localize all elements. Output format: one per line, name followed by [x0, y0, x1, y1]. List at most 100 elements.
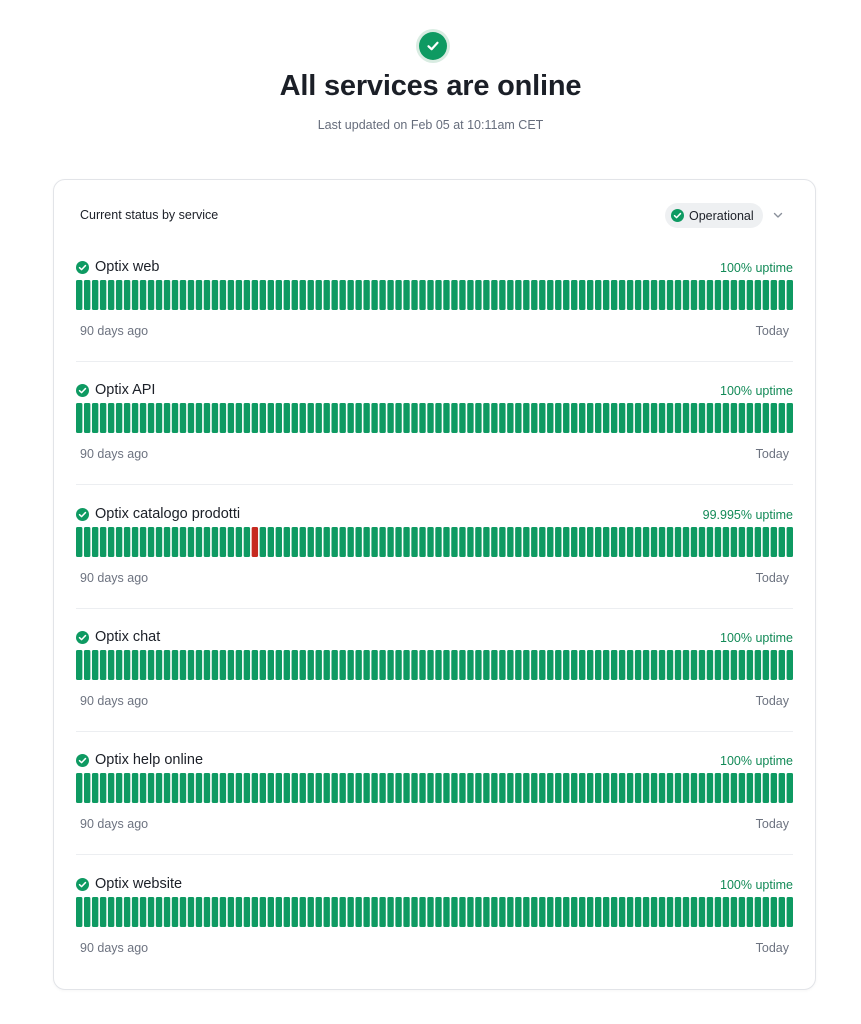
uptime-day[interactable] — [203, 527, 211, 557]
uptime-day[interactable] — [147, 897, 155, 927]
uptime-day[interactable] — [179, 773, 187, 803]
uptime-day[interactable] — [227, 897, 235, 927]
uptime-day[interactable] — [379, 773, 386, 803]
uptime-day[interactable] — [195, 897, 203, 927]
uptime-day[interactable] — [99, 773, 107, 803]
uptime-day[interactable] — [435, 650, 442, 680]
uptime-day[interactable] — [283, 527, 290, 557]
uptime-day[interactable] — [634, 773, 642, 803]
uptime-day[interactable] — [323, 403, 330, 433]
uptime-day[interactable] — [163, 280, 171, 310]
uptime-day[interactable] — [299, 773, 306, 803]
uptime-day[interactable] — [451, 280, 458, 310]
uptime-day[interactable] — [491, 527, 498, 557]
uptime-day[interactable] — [107, 650, 115, 680]
uptime-day[interactable] — [642, 650, 650, 680]
uptime-day[interactable] — [411, 280, 418, 310]
uptime-day[interactable] — [171, 773, 179, 803]
uptime-day[interactable] — [626, 773, 634, 803]
uptime-day[interactable] — [131, 897, 139, 927]
uptime-day[interactable] — [211, 773, 219, 803]
uptime-day[interactable] — [738, 773, 746, 803]
uptime-day[interactable] — [618, 280, 626, 310]
uptime-day[interactable] — [219, 650, 227, 680]
uptime-day[interactable] — [515, 527, 522, 557]
uptime-day[interactable] — [76, 280, 83, 310]
uptime-day[interactable] — [203, 897, 211, 927]
uptime-day[interactable] — [195, 650, 203, 680]
uptime-day[interactable] — [195, 773, 203, 803]
uptime-day[interactable] — [371, 897, 378, 927]
uptime-day[interactable] — [315, 280, 322, 310]
uptime-day[interactable] — [443, 897, 450, 927]
uptime-day[interactable] — [427, 527, 434, 557]
uptime-day[interactable] — [99, 403, 107, 433]
uptime-day[interactable] — [187, 773, 195, 803]
uptime-day[interactable] — [435, 280, 442, 310]
uptime-day[interactable] — [131, 403, 139, 433]
uptime-day[interactable] — [467, 280, 474, 310]
uptime-day[interactable] — [698, 650, 706, 680]
uptime-day[interactable] — [682, 897, 690, 927]
uptime-day[interactable] — [682, 773, 690, 803]
uptime-day-incident[interactable] — [251, 527, 259, 557]
uptime-day[interactable] — [762, 650, 770, 680]
uptime-day[interactable] — [674, 897, 682, 927]
uptime-day[interactable] — [786, 527, 793, 557]
uptime-day[interactable] — [499, 280, 506, 310]
uptime-day[interactable] — [259, 280, 267, 310]
uptime-day[interactable] — [435, 897, 442, 927]
uptime-day[interactable] — [618, 897, 626, 927]
uptime-day[interactable] — [83, 897, 91, 927]
uptime-day[interactable] — [427, 403, 434, 433]
uptime-day[interactable] — [539, 650, 546, 680]
uptime-day[interactable] — [99, 650, 107, 680]
uptime-day[interactable] — [123, 527, 131, 557]
uptime-day[interactable] — [507, 527, 514, 557]
uptime-day[interactable] — [371, 773, 378, 803]
uptime-day[interactable] — [682, 650, 690, 680]
uptime-day[interactable] — [139, 897, 147, 927]
uptime-day[interactable] — [299, 650, 306, 680]
uptime-day[interactable] — [155, 527, 163, 557]
uptime-day[interactable] — [698, 897, 706, 927]
uptime-day[interactable] — [602, 280, 610, 310]
uptime-day[interactable] — [770, 897, 778, 927]
uptime-day[interactable] — [259, 403, 267, 433]
uptime-day[interactable] — [451, 650, 458, 680]
uptime-day[interactable] — [235, 280, 243, 310]
uptime-day[interactable] — [355, 280, 362, 310]
uptime-day[interactable] — [579, 773, 586, 803]
uptime-day[interactable] — [730, 280, 738, 310]
uptime-day[interactable] — [658, 773, 666, 803]
uptime-day[interactable] — [762, 897, 770, 927]
uptime-day[interactable] — [722, 773, 730, 803]
uptime-day[interactable] — [467, 403, 474, 433]
uptime-day[interactable] — [650, 280, 658, 310]
uptime-day[interactable] — [563, 897, 570, 927]
uptime-day[interactable] — [770, 773, 778, 803]
uptime-day[interactable] — [483, 650, 490, 680]
uptime-day[interactable] — [147, 650, 155, 680]
uptime-day[interactable] — [115, 527, 123, 557]
uptime-day[interactable] — [587, 403, 594, 433]
uptime-day[interactable] — [76, 897, 83, 927]
uptime-day[interactable] — [219, 280, 227, 310]
uptime-day[interactable] — [323, 650, 330, 680]
uptime-day[interactable] — [347, 280, 354, 310]
uptime-day[interactable] — [363, 650, 370, 680]
uptime-day[interactable] — [291, 650, 298, 680]
uptime-day[interactable] — [459, 650, 466, 680]
uptime-day[interactable] — [147, 280, 155, 310]
uptime-day[interactable] — [706, 773, 714, 803]
uptime-day[interactable] — [155, 773, 163, 803]
uptime-day[interactable] — [435, 773, 442, 803]
uptime-day[interactable] — [594, 650, 602, 680]
uptime-day[interactable] — [770, 650, 778, 680]
uptime-day[interactable] — [339, 650, 346, 680]
uptime-day[interactable] — [315, 650, 322, 680]
uptime-day[interactable] — [283, 403, 290, 433]
uptime-day[interactable] — [315, 897, 322, 927]
uptime-day[interactable] — [347, 403, 354, 433]
uptime-day[interactable] — [531, 650, 538, 680]
